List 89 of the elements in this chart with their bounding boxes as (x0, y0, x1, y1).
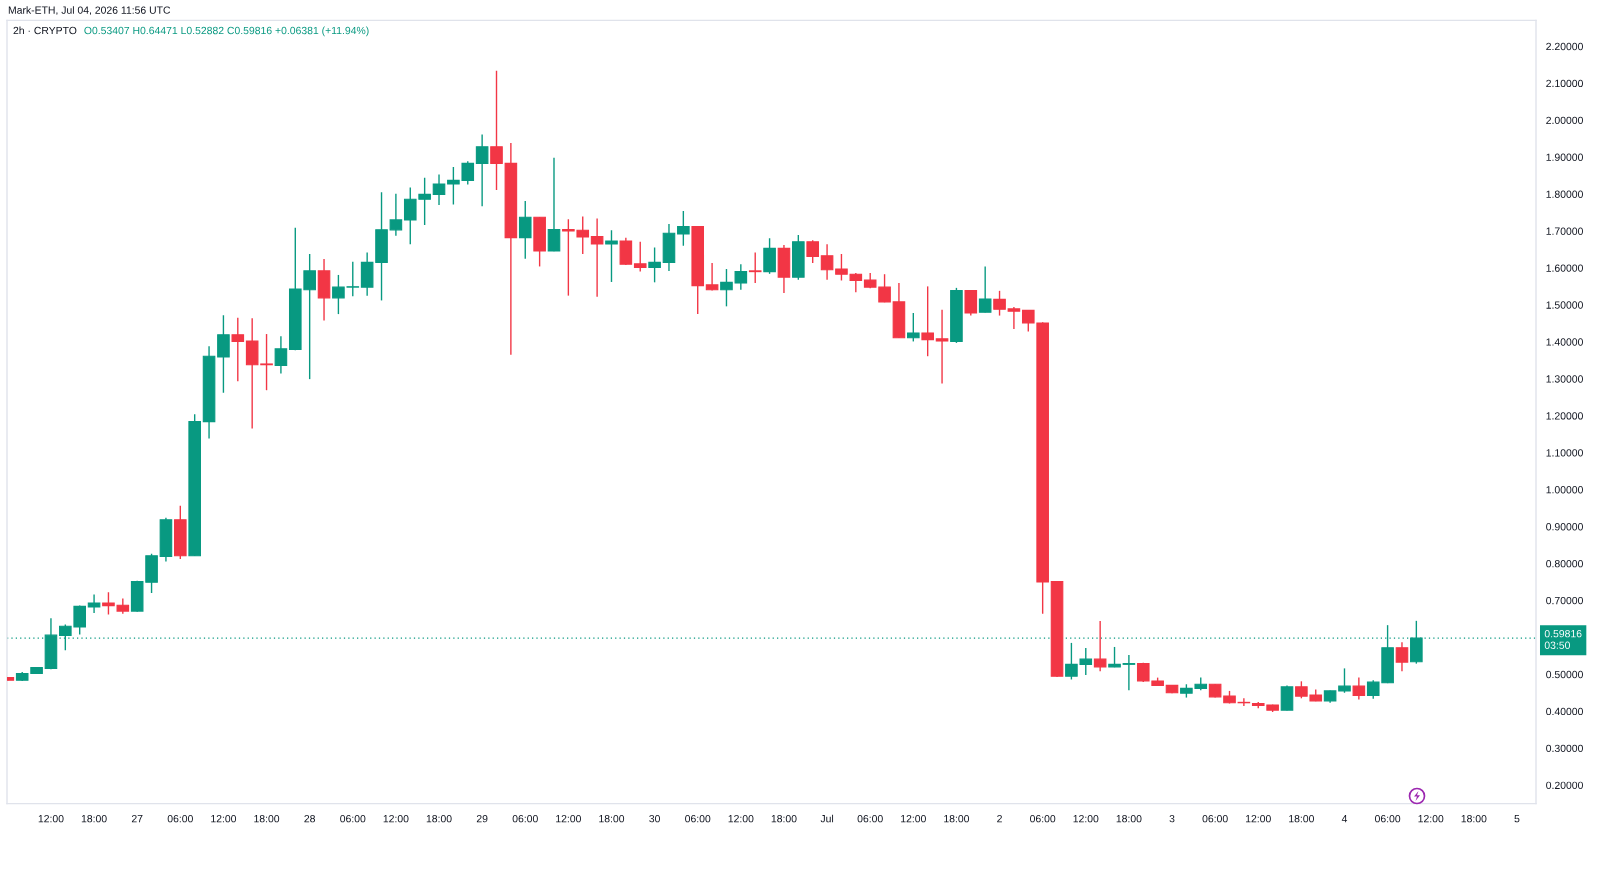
candlestick (820, 243, 834, 281)
y-tick-label: 1.50000 (1546, 301, 1583, 309)
x-tick-label: 3 (1169, 814, 1175, 823)
x-tick-label: 29 (476, 814, 488, 823)
y-tick-label: 0.80000 (1546, 559, 1583, 568)
candlestick (217, 314, 230, 394)
x-tick-label: 12:00 (1418, 814, 1444, 823)
y-tick-label: 0.90000 (1546, 523, 1583, 531)
x-tick-label: 06:00 (685, 814, 711, 823)
x-tick-label: 18:00 (599, 814, 625, 823)
y-tick-label: 1.20000 (1546, 412, 1583, 420)
y-tick-label: 0.70000 (1546, 596, 1583, 605)
x-tick-label: 06:00 (1374, 814, 1401, 823)
candlestick (231, 317, 245, 383)
x-tick-label: 18:00 (1289, 814, 1314, 823)
y-tick-label: 1.90000 (1546, 153, 1583, 161)
x-tick-label: 28 (304, 814, 315, 823)
x-tick-label: 12:00 (1246, 814, 1271, 823)
x-tick-label: 06:00 (512, 814, 538, 823)
x-tick-label: 12:00 (211, 814, 237, 823)
x-tick-label: Jul (820, 814, 834, 823)
candlestick (935, 308, 949, 385)
candlestick (964, 289, 978, 317)
candlestick (605, 229, 618, 283)
x-tick-label: 06:00 (340, 814, 366, 823)
y-tick-label: 1.70000 (1546, 227, 1583, 235)
x-tick-label: 5 (1514, 815, 1520, 823)
x-tick-label: 18:00 (771, 814, 797, 823)
text: O0.53407 H0.64471 L0.52882 C0.59816 +0.06381 (+11.94%) (84, 26, 369, 37)
x-tick-label: 12:00 (556, 814, 581, 823)
x-tick-label: 30 (649, 814, 660, 823)
candlestick (763, 237, 776, 275)
y-tick-label: 1.10000 (1546, 449, 1583, 457)
y-tick-label: 1.40000 (1546, 338, 1583, 346)
candlestick (677, 210, 690, 247)
text: Mark-ETH, Jul 04, 2026 11:56 UTC (8, 6, 171, 16)
candlestick (87, 593, 101, 614)
x-tick-label: 18:00 (254, 814, 280, 823)
candlestick (1093, 620, 1107, 673)
y-tick-label: 0.30000 (1546, 744, 1583, 753)
chart-title: 2h · CRYPTO (13, 26, 77, 35)
x-tick-label: 4 (1341, 815, 1348, 823)
candlestick (993, 290, 1006, 317)
candlestick (547, 157, 561, 252)
ref-line-label: 0.59816 03:50 (1544, 629, 1582, 649)
y-tick-label: 1.80000 (1546, 190, 1583, 198)
candlestick (1352, 676, 1366, 701)
y-tick-label: 2.00000 (1546, 116, 1583, 125)
candlestick (590, 217, 604, 298)
y-tick-label: 1.00000 (1546, 486, 1583, 494)
x-tick-label: 18:00 (81, 814, 107, 823)
y-tick-label: 0.50000 (1546, 670, 1583, 679)
x-tick-label: 18:00 (944, 814, 970, 823)
x-tick-label: 12:00 (383, 814, 409, 823)
x-tick-label: 06:00 (857, 814, 883, 823)
candlestick (907, 312, 920, 343)
x-tick-label: 12:00 (38, 814, 64, 823)
x-tick-label: 12:00 (728, 814, 754, 823)
candlestick (748, 251, 762, 284)
x-tick-label: 12:00 (901, 814, 926, 823)
candlestick (648, 246, 661, 284)
candlestick (978, 265, 992, 314)
y-tick-label: 2.10000 (1546, 79, 1583, 88)
candlestick (432, 173, 446, 206)
candlestick (475, 133, 489, 207)
candlestick (921, 285, 934, 357)
candlestick (518, 200, 532, 260)
x-tick-label: 18:00 (1116, 814, 1142, 823)
x-tick-label: 06:00 (1030, 814, 1056, 823)
x-tick-label: 18:00 (1461, 814, 1487, 823)
x-tick-label: 06:00 (167, 814, 193, 823)
x-tick-label: 06:00 (1202, 814, 1228, 823)
y-tick-label: 2.20000 (1546, 42, 1583, 51)
candlestick (705, 262, 719, 292)
y-tick-label: 1.60000 (1546, 264, 1583, 272)
candlestick (633, 240, 647, 273)
x-tick-label: 18:00 (426, 814, 452, 823)
candlestick (274, 335, 288, 375)
candlestick (1395, 641, 1409, 673)
candlestick (806, 239, 820, 264)
candlestick (1280, 684, 1294, 712)
y-tick-label: 0.20000 (1546, 781, 1583, 790)
x-tick-label: 27 (131, 814, 143, 823)
y-tick-label: 0.40000 (1546, 707, 1583, 716)
y-tick-label: 1.30000 (1546, 375, 1583, 383)
candlestick (619, 236, 633, 266)
x-tick-label: 2 (997, 814, 1002, 823)
candlestick (1007, 306, 1021, 330)
x-tick-label: 12:00 (1073, 814, 1099, 823)
